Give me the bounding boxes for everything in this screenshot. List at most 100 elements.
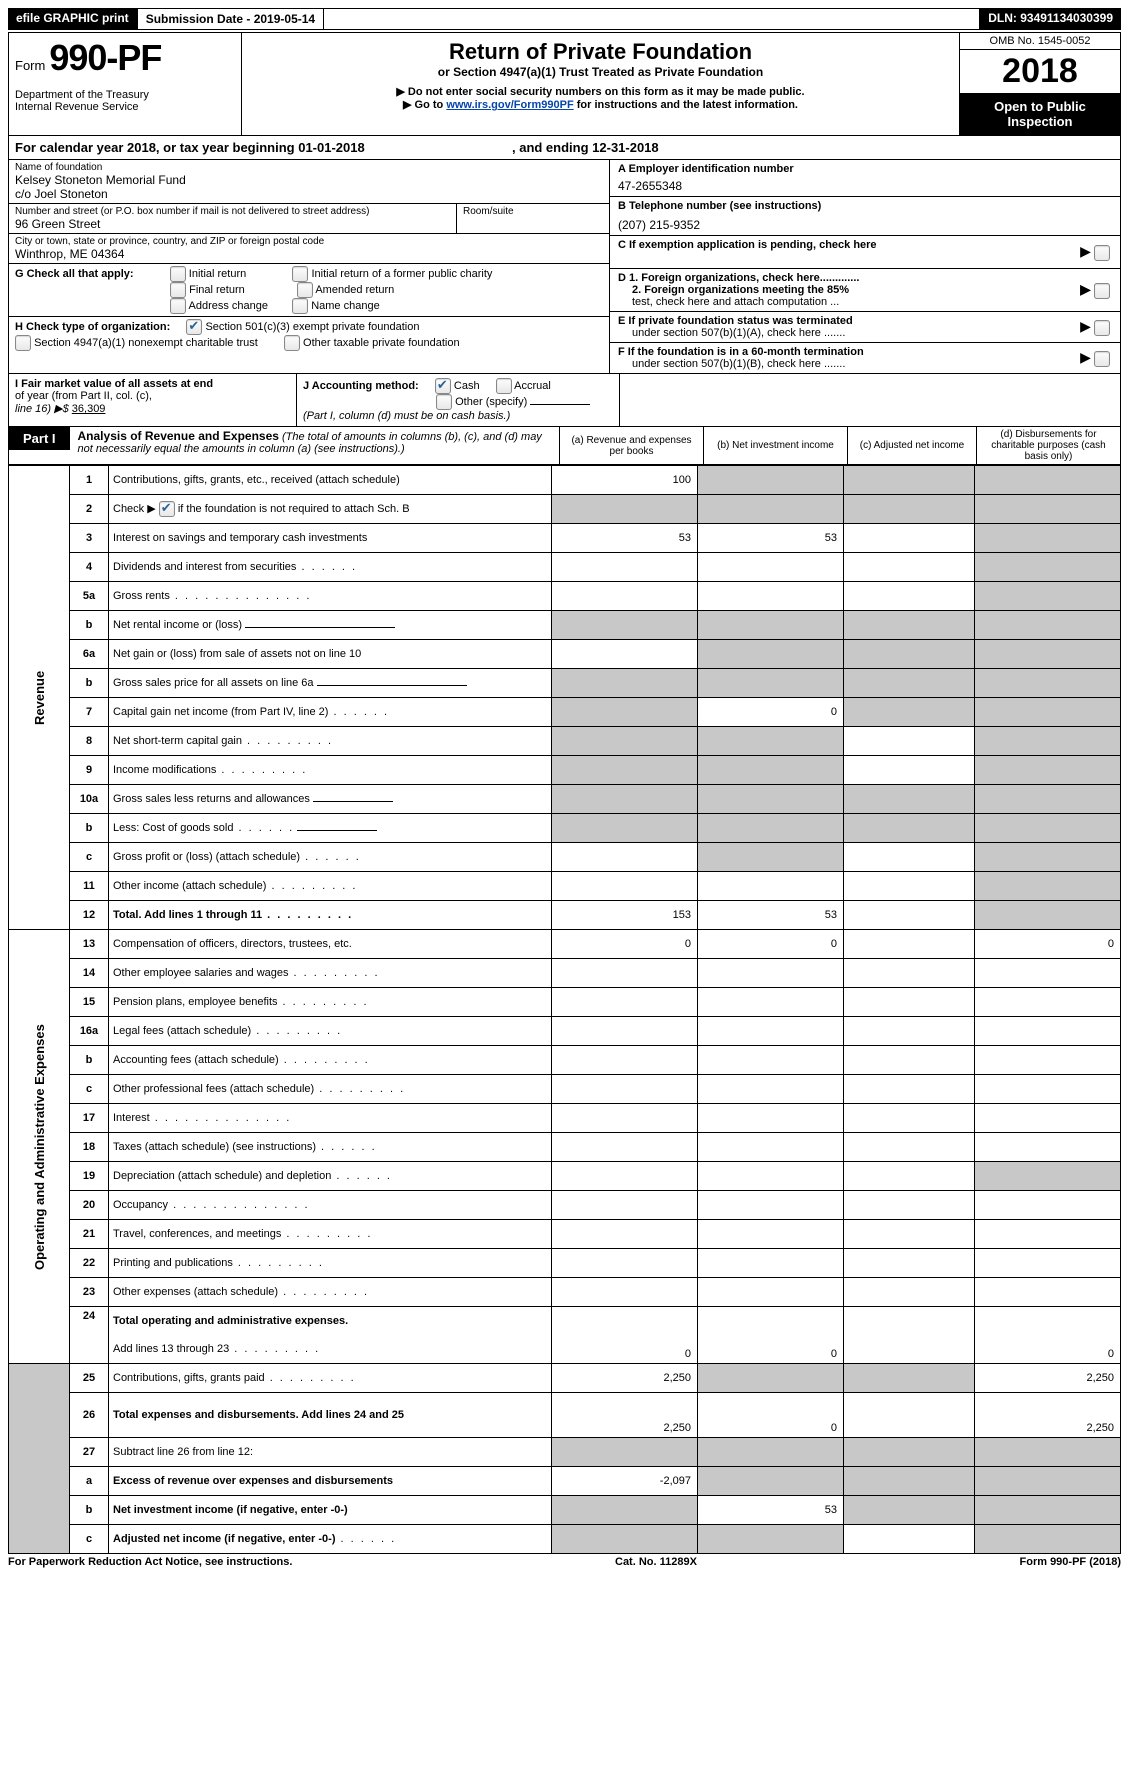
part1-header: Part I Analysis of Revenue and Expenses … [8, 427, 1121, 465]
table-row: 9 Income modifications [9, 756, 1121, 785]
g4-label: Amended return [315, 284, 394, 296]
city-cell: City or town, state or province, country… [9, 234, 609, 264]
submission-date: Submission Date - 2019-05-14 [137, 8, 324, 30]
form-header: Form 990-PF Department of the Treasury I… [8, 32, 1121, 136]
initial-return-former-checkbox[interactable] [292, 266, 308, 282]
501c3-checkbox[interactable] [186, 319, 202, 335]
section-h: H Check type of organization: Section 50… [9, 317, 609, 353]
g1-label: Initial return [189, 268, 246, 280]
table-row: 4 Dividends and interest from securities [9, 553, 1121, 582]
city-value: Winthrop, ME 04364 [15, 247, 603, 261]
col-d-header: (d) Disbursements for charitable purpose… [976, 427, 1120, 464]
table-row: 10a Gross sales less returns and allowan… [9, 785, 1121, 814]
j-accrual: Accrual [514, 380, 551, 392]
j-label: J Accounting method: [303, 380, 419, 392]
table-row: 8 Net short-term capital gain [9, 727, 1121, 756]
phone-cell: B Telephone number (see instructions) (2… [610, 197, 1120, 236]
table-row: b Less: Cost of goods sold [9, 814, 1121, 843]
goto-line: ▶ Go to www.irs.gov/Form990PF for instru… [248, 98, 953, 111]
i-line3-prefix: line 16) ▶$ [15, 403, 72, 415]
address-row: Number and street (or P.O. box number if… [9, 204, 609, 234]
phone-value: (207) 215-9352 [618, 218, 1112, 232]
calendar-year-row: For calendar year 2018, or tax year begi… [8, 136, 1121, 160]
e1-label: E If private foundation status was termi… [618, 315, 853, 327]
f2-label: under section 507(b)(1)(B), check here .… [632, 358, 845, 370]
calyear-b: , and ending 12-31-2018 [512, 140, 659, 155]
table-row: 12 Total. Add lines 1 through 11 153 53 [9, 901, 1121, 930]
amended-return-checkbox[interactable] [297, 282, 313, 298]
i-line2: of year (from Part II, col. (c), [15, 390, 290, 402]
topbar-spacer [324, 8, 980, 30]
tax-year: 2018 [960, 50, 1120, 93]
cash-checkbox[interactable] [435, 378, 451, 394]
h3-label: Other taxable private foundation [303, 337, 460, 349]
dept-1: Department of the Treasury [15, 89, 235, 101]
initial-return-checkbox[interactable] [170, 266, 186, 282]
form-number: 990-PF [49, 37, 161, 79]
name-change-checkbox[interactable] [292, 298, 308, 314]
c-checkbox[interactable] [1094, 245, 1110, 261]
r2-suffix: if the foundation is not required to att… [178, 503, 410, 515]
amt-c [844, 466, 975, 495]
accrual-checkbox[interactable] [496, 378, 512, 394]
irs-link[interactable]: www.irs.gov/Form990PF [446, 99, 573, 111]
foundation-name-cell: Name of foundation Kelsey Stoneton Memor… [9, 160, 609, 204]
section-d: D 1. Foreign organizations, check here..… [610, 269, 1120, 312]
table-row: 3 Interest on savings and temporary cash… [9, 524, 1121, 553]
h1-label: Section 501(c)(3) exempt private foundat… [205, 321, 419, 333]
g-label: G Check all that apply: [15, 268, 134, 280]
amt-a: 100 [552, 466, 698, 495]
part1-title: Analysis of Revenue and Expenses [78, 429, 279, 443]
ssn-warning: ▶ Do not enter social security numbers o… [248, 85, 953, 98]
e-checkbox[interactable] [1094, 320, 1110, 336]
amt-b [698, 466, 844, 495]
g3-label: Final return [189, 284, 245, 296]
4947a1-checkbox[interactable] [15, 335, 31, 351]
address-label: Number and street (or P.O. box number if… [15, 206, 450, 217]
efile-label: efile GRAPHIC print [8, 8, 137, 30]
final-return-checkbox[interactable] [170, 282, 186, 298]
omb-number: OMB No. 1545-0052 [960, 33, 1120, 50]
form-subtitle: or Section 4947(a)(1) Trust Treated as P… [248, 65, 953, 79]
page-footer: For Paperwork Reduction Act Notice, see … [8, 1554, 1121, 1568]
table-row: 11 Other income (attach schedule) [9, 872, 1121, 901]
j-cash: Cash [454, 380, 480, 392]
foundation-name-1: Kelsey Stoneton Memorial Fund [15, 173, 603, 187]
address-change-checkbox[interactable] [170, 298, 186, 314]
table-row: Revenue 1 Contributions, gifts, grants, … [9, 466, 1121, 495]
table-row: 6a Net gain or (loss) from sale of asset… [9, 640, 1121, 669]
amt-d [975, 466, 1121, 495]
section-g: G Check all that apply: Initial return I… [9, 264, 609, 317]
other-taxable-checkbox[interactable] [284, 335, 300, 351]
g2-label: Initial return of a former public charit… [311, 268, 492, 280]
other-method-checkbox[interactable] [436, 394, 452, 410]
g5-label: Address change [189, 300, 269, 312]
c-label: C If exemption application is pending, c… [618, 239, 877, 251]
room-suite-label: Room/suite [463, 206, 603, 217]
d2-checkbox[interactable] [1094, 283, 1110, 299]
dln: DLN: 93491134030399 [980, 8, 1121, 30]
section-f: F If the foundation is in a 60-month ter… [610, 343, 1120, 373]
table-row: 7 Capital gain net income (from Part IV,… [9, 698, 1121, 727]
no-schb-checkbox[interactable] [159, 501, 175, 517]
g6-label: Name change [311, 300, 380, 312]
foundation-name-2: c/o Joel Stoneton [15, 187, 603, 201]
table-row: 2 Check ▶ if the foundation is not requi… [9, 495, 1121, 524]
i-line1: I Fair market value of all assets at end [15, 378, 290, 390]
ein-value: 47-2655348 [618, 179, 1112, 193]
table-row: b Net rental income or (loss) [9, 611, 1121, 640]
table-row: 5a Gross rents [9, 582, 1121, 611]
foundation-name-label: Name of foundation [15, 162, 603, 173]
f-checkbox[interactable] [1094, 351, 1110, 367]
h-label: H Check type of organization: [15, 321, 170, 333]
goto-prefix: ▶ Go to [403, 99, 446, 111]
j-other: Other (specify) [455, 396, 527, 408]
expenses-side-label: Operating and Administrative Expenses [9, 930, 70, 1364]
section-c: C If exemption application is pending, c… [610, 236, 1120, 269]
d2a-label: 2. Foreign organizations meeting the 85% [632, 284, 849, 296]
top-bar: efile GRAPHIC print Submission Date - 20… [8, 8, 1121, 30]
table-row: b Gross sales price for all assets on li… [9, 669, 1121, 698]
row-desc: Contributions, gifts, grants, etc., rece… [109, 466, 552, 495]
address-value: 96 Green Street [15, 217, 450, 231]
info-grid: Name of foundation Kelsey Stoneton Memor… [8, 160, 1121, 374]
